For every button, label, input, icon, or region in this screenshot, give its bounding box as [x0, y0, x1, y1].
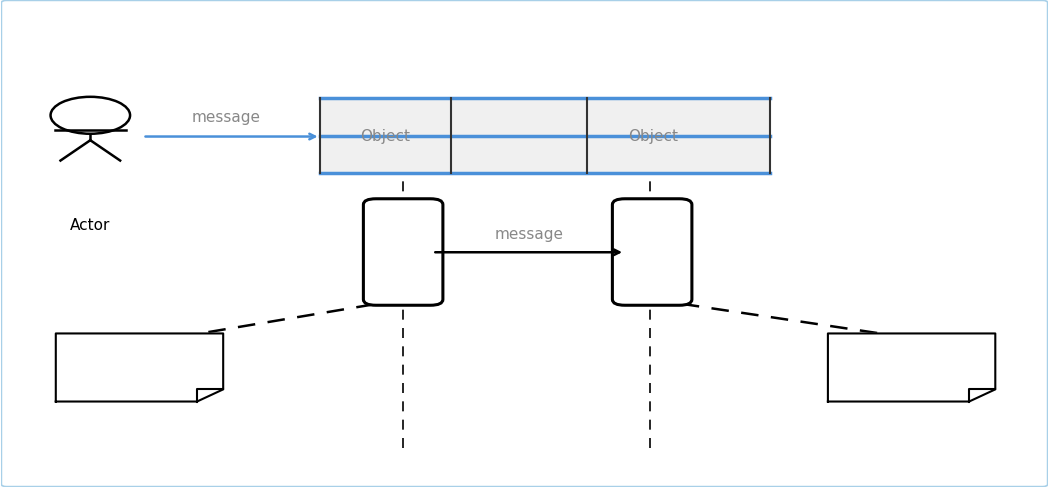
Bar [321, 99, 770, 174]
Text: Message caller: Message caller [82, 360, 196, 375]
Text: Object: Object [628, 129, 679, 144]
Text: message: message [494, 226, 563, 241]
Text: Actor: Actor [70, 217, 110, 232]
FancyBboxPatch shape [613, 200, 692, 305]
Polygon shape [828, 334, 996, 402]
Polygon shape [56, 334, 223, 402]
Text: Activ
ation: Activ ation [386, 238, 421, 268]
Text: message: message [192, 110, 261, 125]
FancyBboxPatch shape [363, 200, 443, 305]
Text: Message
receiver: Message receiver [878, 351, 945, 384]
Text: Object: Object [361, 129, 410, 144]
Text: Activ
ation: Activ ation [635, 238, 669, 268]
